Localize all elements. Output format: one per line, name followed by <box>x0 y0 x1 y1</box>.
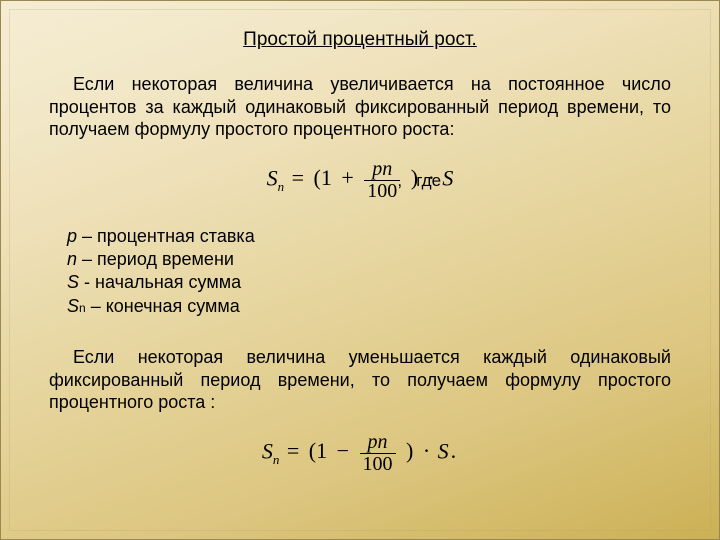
f2-lhs-var: S <box>262 438 273 463</box>
f2-dot: · <box>421 438 432 463</box>
f1-where: , где <box>397 171 441 191</box>
paragraph-2: Если некоторая величина уменьшается кажд… <box>49 346 671 414</box>
f1-lparen: (1 <box>312 165 334 190</box>
f2-den: 100 <box>360 454 396 475</box>
def-s: S - начальная сумма <box>67 271 671 294</box>
f1-fraction: pn 100 <box>364 159 400 202</box>
definitions: p – процентная ставка n – период времени… <box>67 225 671 319</box>
slide: Простой процентный рост. Если некоторая … <box>0 0 720 540</box>
f2-sign: − <box>335 438 351 463</box>
paragraph-1: Если некоторая величина увеличивается на… <box>49 73 671 141</box>
f1-comma: , <box>397 171 402 190</box>
f2-fraction: pn 100 <box>360 432 396 475</box>
f1-eq: = <box>290 165 306 190</box>
f2-rhs: S <box>438 438 449 463</box>
f2-eq: = <box>285 438 301 463</box>
f1-lhs-var: S <box>267 165 278 190</box>
formula-2-row: Sn = (1 − pn 100 ) · S. <box>49 432 671 480</box>
def-sn: Sn – конечная сумма <box>67 295 671 318</box>
f1-den: 100 <box>364 181 400 202</box>
def-p: p – процентная ставка <box>67 225 671 248</box>
f2-period: . <box>449 438 459 463</box>
f1-num: pn <box>364 159 400 181</box>
formula-2: Sn = (1 − pn 100 ) · S. <box>262 432 458 475</box>
f2-rparen: ) <box>404 438 415 463</box>
f1-where-text: где <box>416 171 441 190</box>
f2-lhs-sub: n <box>273 452 280 467</box>
f1-lhs-sub: n <box>278 178 285 193</box>
slide-title: Простой процентный рост. <box>49 29 671 51</box>
f2-lparen: (1 <box>307 438 329 463</box>
def-n: n – период времени <box>67 248 671 271</box>
f2-num: pn <box>360 432 396 454</box>
formula-1-row: Sn = (1 + pn 100 ) · S , где <box>49 159 671 203</box>
f1-sign: + <box>339 165 355 190</box>
f1-rhs: S <box>442 165 453 190</box>
